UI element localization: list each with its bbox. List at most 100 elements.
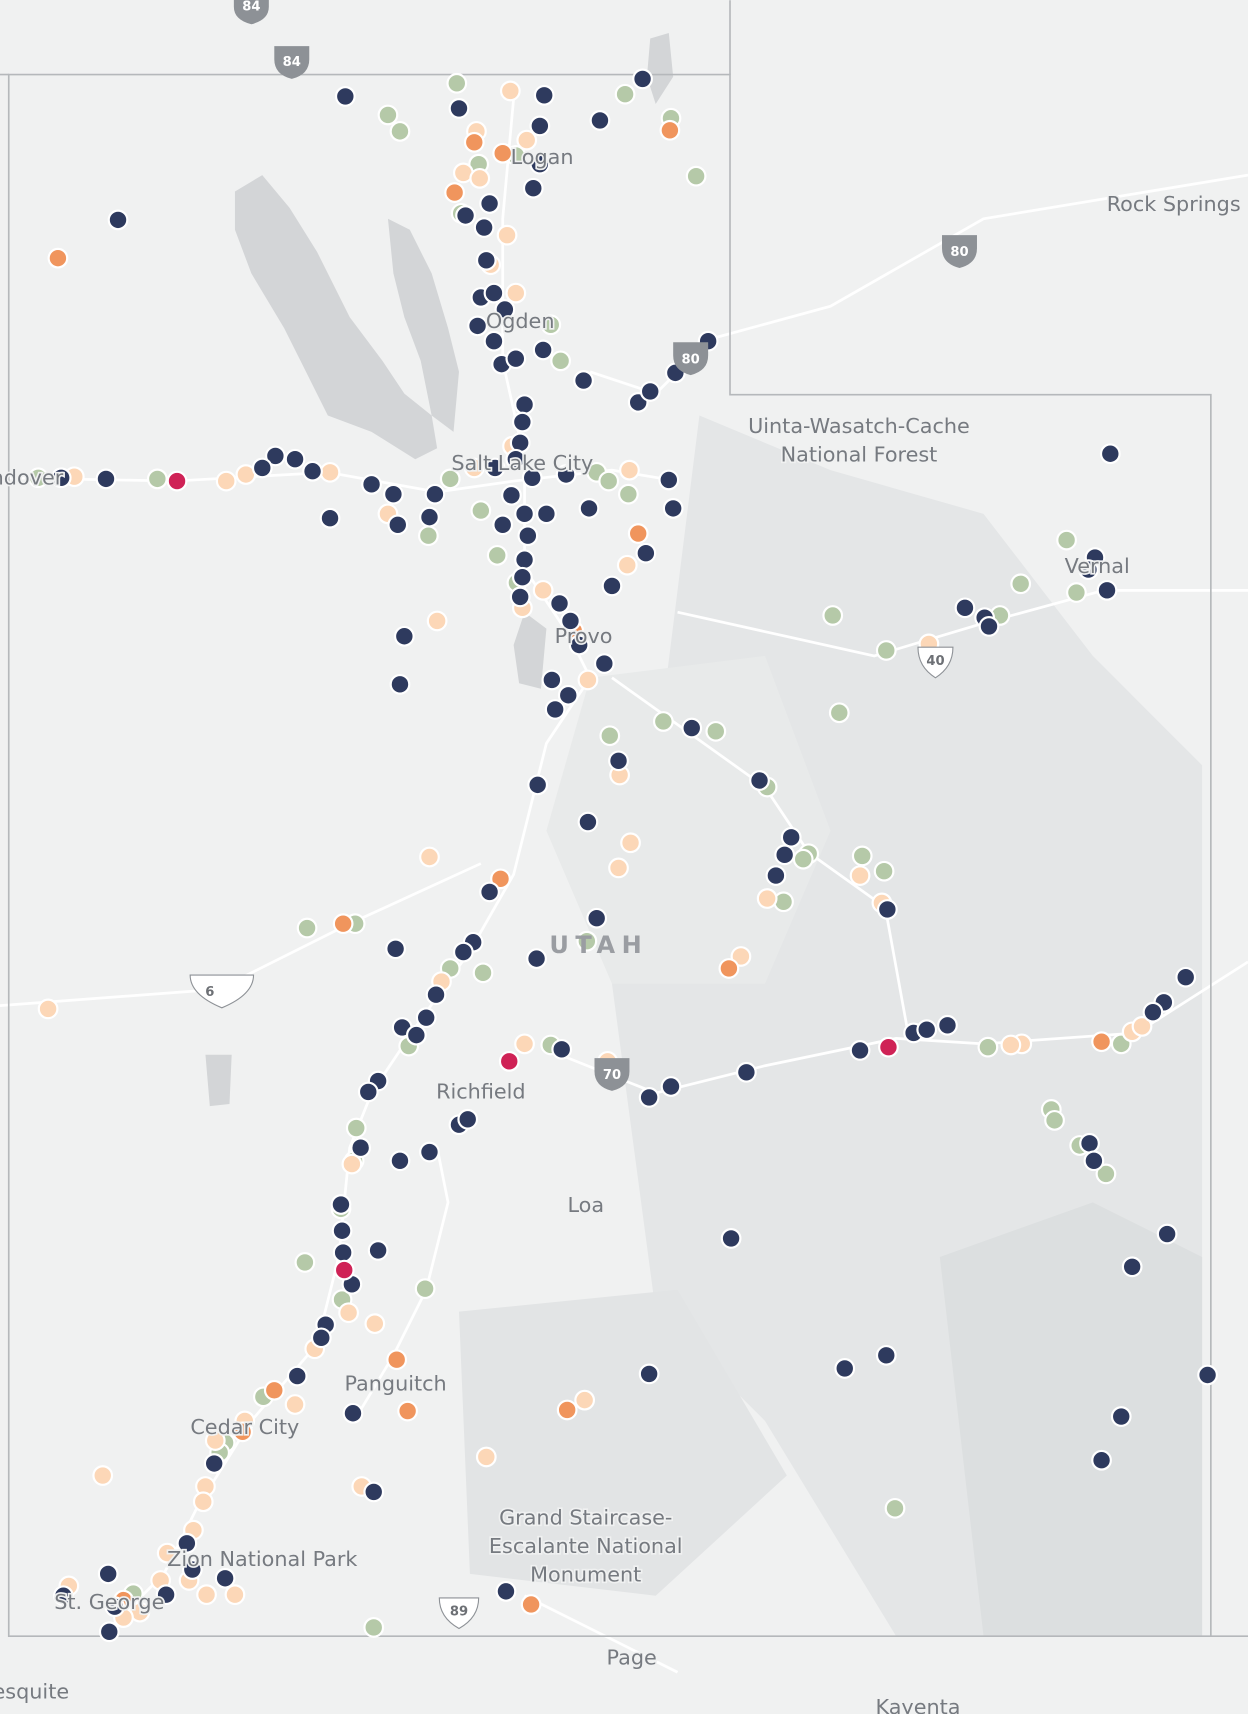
station-marker[interactable]: [792, 848, 814, 870]
station-marker[interactable]: [536, 503, 557, 525]
station-marker[interactable]: [577, 669, 599, 691]
station-marker[interactable]: [494, 299, 516, 320]
station-marker[interactable]: [511, 566, 533, 588]
station-marker[interactable]: [573, 370, 594, 391]
station-marker[interactable]: [773, 891, 794, 913]
station-marker[interactable]: [334, 86, 356, 107]
station-marker[interactable]: [1079, 1132, 1100, 1154]
station-marker[interactable]: [509, 586, 531, 608]
station-marker[interactable]: [203, 1453, 225, 1474]
station-marker[interactable]: [361, 473, 382, 495]
station-marker[interactable]: [479, 193, 500, 214]
station-marker[interactable]: [483, 282, 505, 304]
station-marker[interactable]: [345, 1117, 367, 1139]
station-marker[interactable]: [954, 597, 976, 619]
station-marker[interactable]: [514, 1033, 535, 1055]
station-marker[interactable]: [681, 717, 703, 739]
station-marker[interactable]: [652, 711, 674, 732]
station-marker[interactable]: [92, 1465, 114, 1486]
station-marker[interactable]: [389, 120, 411, 142]
station-marker[interactable]: [514, 503, 535, 525]
station-marker[interactable]: [557, 684, 579, 706]
station-marker[interactable]: [498, 1050, 520, 1072]
station-marker[interactable]: [215, 470, 237, 492]
station-marker[interactable]: [522, 177, 544, 199]
station-marker[interactable]: [463, 131, 485, 153]
station-marker[interactable]: [658, 469, 680, 491]
station-marker[interactable]: [415, 1007, 437, 1029]
station-marker[interactable]: [1083, 1150, 1105, 1172]
station-marker[interactable]: [95, 468, 117, 490]
station-marker[interactable]: [263, 1379, 285, 1401]
station-marker[interactable]: [638, 1087, 660, 1108]
station-marker[interactable]: [555, 464, 577, 485]
station-marker[interactable]: [1121, 1256, 1143, 1278]
station-marker[interactable]: [576, 930, 598, 952]
station-marker[interactable]: [577, 811, 599, 833]
station-marker[interactable]: [828, 702, 850, 724]
station-marker[interactable]: [878, 1036, 899, 1058]
station-marker[interactable]: [377, 104, 399, 126]
station-marker[interactable]: [479, 881, 500, 903]
station-marker[interactable]: [251, 457, 273, 479]
station-marker[interactable]: [875, 1344, 897, 1366]
station-marker[interactable]: [104, 1596, 126, 1618]
station-marker[interactable]: [470, 500, 492, 521]
station-marker[interactable]: [660, 1076, 682, 1097]
station-marker[interactable]: [578, 498, 600, 519]
station-marker[interactable]: [627, 523, 649, 544]
station-marker[interactable]: [490, 868, 511, 890]
station-marker[interactable]: [527, 774, 549, 796]
station-marker[interactable]: [475, 249, 497, 271]
station-marker[interactable]: [224, 1584, 246, 1606]
station-marker[interactable]: [499, 80, 521, 102]
station-marker[interactable]: [452, 941, 474, 963]
station-marker[interactable]: [284, 448, 306, 470]
station-marker[interactable]: [1095, 1163, 1117, 1185]
station-marker[interactable]: [155, 1584, 177, 1606]
station-marker[interactable]: [439, 468, 461, 490]
station-marker[interactable]: [1110, 1406, 1132, 1427]
station-marker[interactable]: [1096, 579, 1118, 601]
station-marker[interactable]: [533, 84, 555, 106]
station-marker[interactable]: [47, 247, 69, 269]
station-marker[interactable]: [107, 209, 129, 231]
station-marker[interactable]: [492, 514, 514, 536]
station-marker[interactable]: [517, 525, 539, 547]
station-marker[interactable]: [608, 750, 629, 772]
station-marker[interactable]: [834, 1358, 856, 1379]
station-marker[interactable]: [296, 917, 318, 939]
station-marker[interactable]: [455, 205, 476, 226]
station-marker[interactable]: [302, 460, 323, 482]
station-marker[interactable]: [884, 1497, 906, 1519]
station-marker[interactable]: [614, 83, 636, 105]
station-marker[interactable]: [589, 110, 611, 131]
station-marker[interactable]: [635, 542, 657, 564]
station-marker[interactable]: [196, 1584, 217, 1606]
station-marker[interactable]: [294, 1252, 316, 1273]
station-marker[interactable]: [1197, 1364, 1218, 1386]
station-marker[interactable]: [1091, 1031, 1112, 1053]
station-marker[interactable]: [204, 1430, 226, 1451]
station-marker[interactable]: [822, 605, 844, 626]
station-marker[interactable]: [560, 610, 581, 632]
station-marker[interactable]: [619, 459, 640, 481]
station-marker[interactable]: [350, 1137, 372, 1159]
station-marker[interactable]: [875, 640, 897, 661]
station-marker[interactable]: [393, 625, 415, 647]
station-marker[interactable]: [338, 1302, 359, 1324]
station-marker[interactable]: [1175, 966, 1197, 988]
station-marker[interactable]: [363, 1617, 385, 1638]
station-marker[interactable]: [937, 1014, 958, 1036]
station-marker[interactable]: [457, 1108, 479, 1130]
station-marker[interactable]: [1078, 559, 1099, 580]
station-marker[interactable]: [397, 1400, 419, 1422]
station-marker[interactable]: [551, 1038, 573, 1060]
station-marker[interactable]: [310, 1327, 332, 1349]
station-marker[interactable]: [330, 1194, 352, 1215]
station-marker[interactable]: [1099, 443, 1121, 465]
station-marker[interactable]: [598, 470, 620, 492]
station-marker[interactable]: [765, 865, 787, 886]
station-marker[interactable]: [1142, 1001, 1164, 1023]
station-marker[interactable]: [705, 720, 727, 742]
